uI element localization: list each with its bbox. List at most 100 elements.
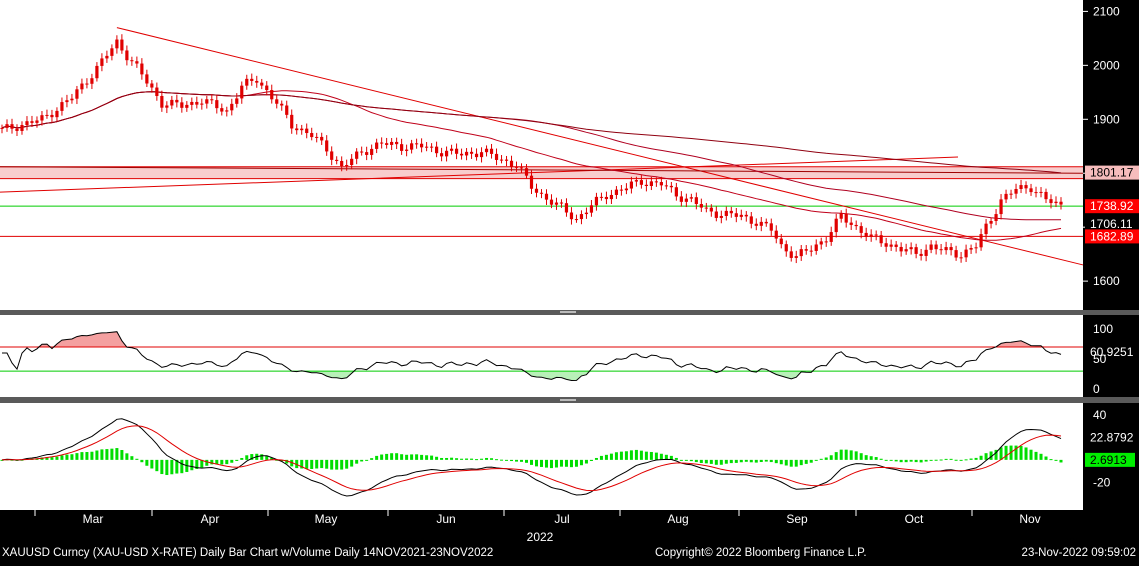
candle-body bbox=[554, 202, 559, 205]
candle-body bbox=[1029, 188, 1033, 193]
macd-histogram-bar bbox=[854, 451, 858, 460]
candle-body bbox=[210, 99, 214, 101]
macd-histogram-bar bbox=[729, 459, 733, 464]
splitter-handle[interactable] bbox=[560, 399, 576, 401]
candle-body bbox=[190, 101, 194, 105]
candle-body bbox=[984, 223, 988, 235]
macd-histogram-bar bbox=[1044, 456, 1048, 460]
candle-body bbox=[390, 141, 394, 145]
candle-body bbox=[30, 121, 34, 123]
candle-body bbox=[484, 148, 489, 153]
candle-body bbox=[10, 124, 14, 129]
candle-body bbox=[494, 153, 499, 160]
macd-histogram-bar bbox=[809, 459, 813, 463]
candle-body bbox=[335, 159, 339, 161]
candle-body bbox=[749, 216, 753, 224]
macd-histogram-bar bbox=[320, 459, 324, 469]
macd-histogram-bar bbox=[210, 459, 214, 465]
macd-histogram-bar bbox=[340, 459, 344, 470]
candle-body bbox=[624, 188, 629, 191]
candle-body bbox=[989, 220, 993, 224]
right-axis bbox=[1083, 0, 1139, 510]
candle-body bbox=[894, 244, 898, 247]
macd-histogram-bar bbox=[704, 459, 708, 464]
macd-histogram-bar bbox=[165, 459, 169, 476]
splitter-handle[interactable] bbox=[560, 311, 576, 313]
candle-body bbox=[100, 58, 104, 66]
candle-body bbox=[479, 152, 484, 158]
macd-histogram-bar bbox=[480, 458, 484, 460]
candle-body bbox=[914, 247, 918, 254]
candle-body bbox=[849, 222, 853, 225]
candle-body bbox=[235, 98, 239, 104]
candle-body bbox=[215, 100, 219, 109]
candle-body bbox=[594, 196, 599, 206]
price-level-label: 1706.11 bbox=[1090, 217, 1133, 231]
macd-histogram-bar bbox=[55, 456, 59, 460]
macd-histogram-bar bbox=[909, 459, 913, 462]
macd-histogram-bar bbox=[689, 459, 693, 462]
candle-body bbox=[549, 199, 554, 205]
macd-histogram-bar bbox=[679, 459, 683, 461]
candle-body bbox=[70, 98, 74, 101]
candle-body bbox=[345, 165, 349, 167]
macd-histogram-bar bbox=[240, 457, 244, 460]
macd-histogram-bar bbox=[405, 454, 409, 460]
candle-body bbox=[424, 146, 429, 148]
macd-histogram-bar bbox=[979, 455, 983, 460]
macd-histogram-bar bbox=[465, 458, 469, 460]
macd-histogram-bar bbox=[325, 459, 329, 469]
candle-body bbox=[469, 151, 474, 154]
macd-histogram-bar bbox=[1024, 447, 1028, 460]
macd-histogram-bar bbox=[554, 459, 558, 468]
macd-histogram-bar bbox=[964, 459, 968, 461]
macd-histogram-bar bbox=[819, 458, 823, 460]
macd-histogram-bar bbox=[130, 456, 134, 460]
macd-histogram-bar bbox=[80, 452, 84, 460]
candle-body bbox=[429, 146, 434, 148]
candle-body bbox=[569, 212, 574, 220]
candle-body bbox=[150, 83, 154, 88]
candle-body bbox=[679, 196, 683, 202]
macd-histogram-bar bbox=[989, 451, 993, 460]
macd-histogram-bar bbox=[115, 448, 119, 460]
macd-histogram-bar bbox=[220, 459, 224, 465]
y-tick-label: 2000 bbox=[1093, 58, 1120, 72]
macd-histogram-bar bbox=[70, 454, 74, 460]
macd-histogram-bar bbox=[934, 459, 938, 461]
macd-histogram-bar bbox=[984, 453, 988, 460]
candle-body bbox=[290, 114, 294, 129]
candle-body bbox=[300, 128, 304, 131]
macd-histogram-bar bbox=[869, 456, 873, 460]
macd-histogram-bar bbox=[235, 459, 239, 461]
macd-histogram-bar bbox=[370, 458, 374, 460]
macd-histogram-bar bbox=[0, 459, 4, 461]
candle-body bbox=[1049, 199, 1053, 204]
macd-histogram-bar bbox=[584, 459, 588, 464]
y-tick-label: 1900 bbox=[1093, 112, 1120, 126]
macd-histogram-bar bbox=[894, 459, 898, 462]
rsi-tick-label: 50 bbox=[1093, 352, 1107, 366]
macd-histogram-bar bbox=[739, 459, 743, 463]
macd-histogram-bar bbox=[904, 459, 908, 463]
macd-histogram-bar bbox=[190, 459, 194, 471]
candle-body bbox=[709, 207, 713, 212]
candle-body bbox=[1009, 193, 1013, 195]
macd-histogram-bar bbox=[834, 452, 838, 460]
macd-histogram-bar bbox=[719, 459, 723, 465]
candle-body bbox=[140, 63, 144, 75]
macd-histogram-bar bbox=[974, 457, 978, 460]
price-level-tag bbox=[1085, 229, 1139, 244]
candle-body bbox=[789, 251, 793, 258]
rsi-line bbox=[2, 331, 1062, 382]
candle-body bbox=[240, 85, 244, 99]
x-tick-label: Sep bbox=[786, 512, 808, 526]
y-tick-label: 2100 bbox=[1093, 4, 1120, 18]
candle-body bbox=[774, 230, 778, 239]
candle-body bbox=[185, 104, 189, 108]
candle-body bbox=[40, 115, 44, 121]
macd-chart bbox=[0, 418, 1063, 497]
macd-histogram-bar bbox=[180, 459, 184, 474]
candle-body bbox=[629, 181, 634, 189]
macd-histogram-bar bbox=[709, 459, 713, 464]
